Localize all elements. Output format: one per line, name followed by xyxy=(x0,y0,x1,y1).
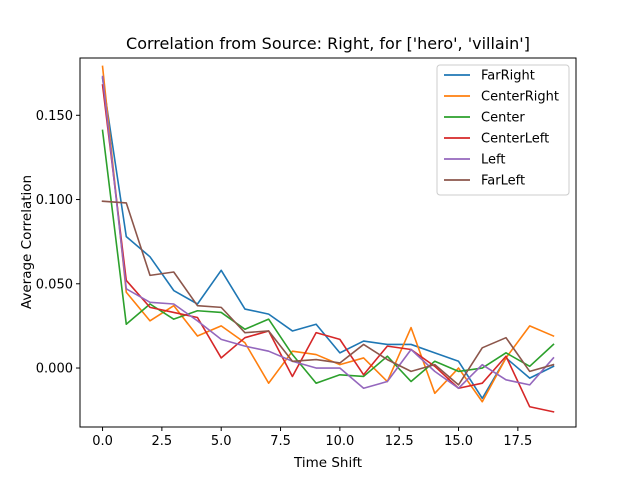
x-tick-label: 7.5 xyxy=(270,434,291,449)
legend: FarRight CenterRight Center CenterLeft Left F… xyxy=(436,64,570,196)
legend-box xyxy=(436,64,570,196)
legend-label-farleft: FarLeft xyxy=(481,174,525,189)
series-line-farleft xyxy=(101,200,555,386)
series-line-centerleft xyxy=(101,84,555,413)
plot-frame xyxy=(79,57,577,428)
y-tick-label: 0.000 xyxy=(36,362,73,377)
series-line-farright xyxy=(101,77,555,400)
x-tick-label: 10.0 xyxy=(325,434,354,449)
legend-label-center: Center xyxy=(481,111,525,126)
legend-label-left: Left xyxy=(481,153,505,168)
series-line-left xyxy=(101,75,555,390)
x-tick-label: 0.0 xyxy=(92,434,113,449)
y-tick-label: 0.100 xyxy=(36,193,73,208)
legend-label-farright: FarRight xyxy=(481,69,535,84)
plot-lines xyxy=(101,65,555,413)
x-tick-label: 5.0 xyxy=(211,434,232,449)
series-line-centerright xyxy=(101,65,555,403)
y-tick-label: 0.050 xyxy=(36,277,73,292)
axes: 0.0 2.5 5.0 7.5 10.0 12.5 15.0 17.5 0.000 0.050 0.… xyxy=(36,109,533,449)
y-axis-title: Average Correlation xyxy=(19,175,35,309)
y-tick-label: 0.150 xyxy=(36,109,73,124)
x-tick-label: 17.5 xyxy=(503,434,532,449)
x-tick-label: 2.5 xyxy=(152,434,173,449)
legend-label-centerright: CenterRight xyxy=(481,90,559,105)
x-tick-label: 15.0 xyxy=(444,434,473,449)
x-axis-title: Time Shift xyxy=(293,455,362,471)
x-tick-label: 12.5 xyxy=(385,434,414,449)
chart-title: Correlation from Source: Right, for ['he… xyxy=(126,34,530,53)
legend-label-centerleft: CenterLeft xyxy=(481,132,549,147)
